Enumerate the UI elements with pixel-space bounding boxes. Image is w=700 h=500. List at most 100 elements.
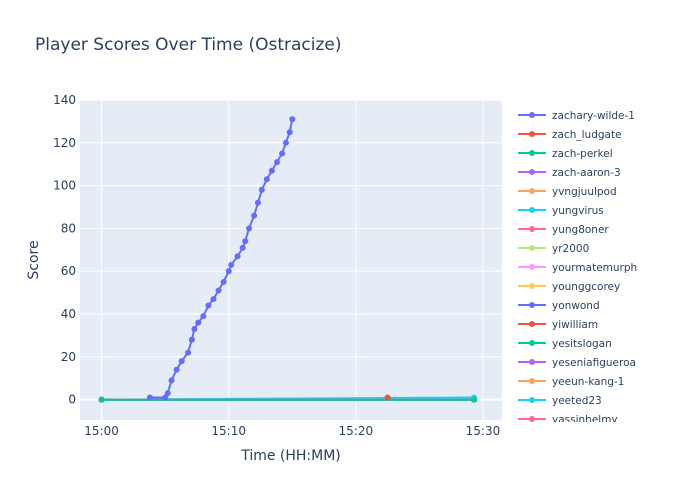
data-point[interactable] — [242, 238, 249, 245]
data-point[interactable] — [471, 396, 478, 403]
data-point[interactable] — [268, 167, 275, 174]
legend-item-younggcorey[interactable]: younggcorey — [518, 281, 620, 293]
data-point[interactable] — [263, 176, 270, 183]
legend-swatch-marker — [529, 397, 535, 403]
legend-swatch-marker — [529, 359, 535, 365]
legend-label: yiwilliam — [552, 319, 598, 331]
data-point[interactable] — [215, 287, 222, 294]
data-point[interactable] — [289, 116, 296, 123]
x-tick-label: 15:00 — [84, 424, 119, 438]
data-point[interactable] — [210, 296, 217, 303]
legend-item-yeseniafigueroa[interactable]: yeseniafigueroa — [518, 357, 636, 369]
legend-swatch-marker — [529, 264, 535, 270]
legend-swatch-marker — [529, 283, 535, 289]
x-tick-label: 15:20 — [339, 424, 374, 438]
data-point[interactable] — [205, 302, 212, 309]
legend-label: zach-aaron-3 — [552, 167, 621, 179]
legend-swatch-marker — [529, 207, 535, 213]
legend-item-yourmatemurph[interactable]: yourmatemurph — [518, 262, 637, 274]
data-point[interactable] — [98, 396, 105, 403]
legend-items: zachary-wilde-1 zach_ludgate zach-perkel za… — [518, 110, 637, 426]
data-point[interactable] — [225, 268, 232, 275]
data-point[interactable] — [173, 366, 180, 373]
data-point[interactable] — [286, 129, 293, 136]
legend-item-yeeun-kang-1[interactable]: yeeun-kang-1 — [518, 376, 624, 388]
legend-label: yung8oner — [552, 224, 609, 236]
legend-item-yeeted23[interactable]: yeeted23 — [518, 395, 602, 407]
legend-label: zach-perkel — [552, 148, 613, 160]
x-axis-title: Time (HH:MM) — [240, 448, 341, 464]
data-point[interactable] — [188, 336, 195, 343]
legend-item-zach-aaron-3[interactable]: zach-aaron-3 — [518, 167, 621, 179]
data-point[interactable] — [164, 390, 171, 397]
series-zach_ludgate — [384, 394, 391, 401]
grid-layer — [80, 99, 502, 420]
series-zachary-wilde-1 — [146, 116, 296, 401]
legend-label: yeeun-kang-1 — [552, 376, 624, 388]
y-tick-label: 120 — [53, 136, 76, 150]
legend-label: yvngjuulpod — [552, 186, 617, 198]
legend-swatch-marker — [529, 169, 535, 175]
legend[interactable]: zachary-wilde-1 zach_ludgate zach-perkel za… — [518, 110, 637, 426]
data-point[interactable] — [279, 150, 286, 157]
legend-swatch-marker — [529, 131, 535, 137]
legend-item-yungvirus[interactable]: yungvirus — [518, 205, 604, 217]
tick-layer: 0 20 40 60 80 100 120 140 15:00 15:10 15:20 15:30 — [53, 93, 500, 438]
legend-item-yung8oner[interactable]: yung8oner — [518, 224, 609, 236]
legend-item-yassinhelmy[interactable]: yassinhelmy — [518, 414, 618, 426]
legend-item-zach_ludgate[interactable]: zach_ludgate — [518, 129, 622, 141]
legend-label: younggcorey — [552, 281, 620, 293]
legend-swatch-marker — [529, 378, 535, 384]
data-point[interactable] — [234, 253, 241, 260]
legend-item-zach-perkel[interactable]: zach-perkel — [518, 148, 613, 160]
legend-item-zachary-wilde-1[interactable]: zachary-wilde-1 — [518, 110, 635, 122]
data-point[interactable] — [146, 394, 153, 401]
legend-item-yr2000[interactable]: yr2000 — [518, 243, 589, 255]
data-point[interactable] — [384, 394, 391, 401]
data-point[interactable] — [195, 319, 202, 326]
legend-swatch-marker — [529, 245, 535, 251]
data-point[interactable] — [191, 326, 198, 333]
legend-item-yvngjuulpod[interactable]: yvngjuulpod — [518, 186, 617, 198]
legend-label: zachary-wilde-1 — [552, 110, 635, 122]
y-tick-label: 20 — [61, 350, 76, 364]
data-point[interactable] — [178, 358, 185, 365]
data-point[interactable] — [239, 244, 246, 251]
data-point[interactable] — [168, 377, 175, 384]
y-tick-label: 40 — [61, 307, 76, 321]
data-point[interactable] — [200, 313, 207, 320]
y-axis-title: Score — [26, 240, 42, 279]
series-layer — [98, 116, 478, 403]
legend-item-yesitslogan[interactable]: yesitslogan — [518, 338, 612, 350]
data-point[interactable] — [185, 349, 192, 356]
legend-label: yr2000 — [552, 243, 589, 255]
y-tick-label: 80 — [61, 221, 76, 235]
x-tick-label: 15:10 — [211, 424, 246, 438]
data-point[interactable] — [228, 261, 235, 268]
legend-item-yiwilliam[interactable]: yiwilliam — [518, 319, 598, 331]
legend-swatch-marker — [529, 226, 535, 232]
legend-item-yonwond[interactable]: yonwond — [518, 300, 600, 312]
data-point[interactable] — [251, 212, 258, 219]
legend-label: zach_ludgate — [552, 129, 622, 141]
legend-swatch-marker — [529, 302, 535, 308]
data-point[interactable] — [220, 278, 227, 285]
data-point[interactable] — [258, 186, 265, 193]
legend-label: yourmatemurph — [552, 262, 637, 274]
plot-area — [80, 100, 502, 420]
legend-label: yeseniafigueroa — [552, 357, 636, 369]
legend-swatch-marker — [529, 340, 535, 346]
data-point[interactable] — [254, 199, 261, 206]
y-tick-label: 140 — [53, 93, 76, 107]
legend-label: yassinhelmy — [552, 414, 618, 426]
y-tick-label: 60 — [61, 264, 76, 278]
data-point[interactable] — [274, 159, 281, 166]
legend-swatch-marker — [529, 321, 535, 327]
legend-label: yonwond — [552, 300, 600, 312]
legend-swatch-marker — [529, 188, 535, 194]
data-point[interactable] — [282, 139, 289, 146]
legend-label: yeeted23 — [552, 395, 602, 407]
data-point[interactable] — [246, 225, 253, 232]
legend-label: yesitslogan — [552, 338, 612, 350]
